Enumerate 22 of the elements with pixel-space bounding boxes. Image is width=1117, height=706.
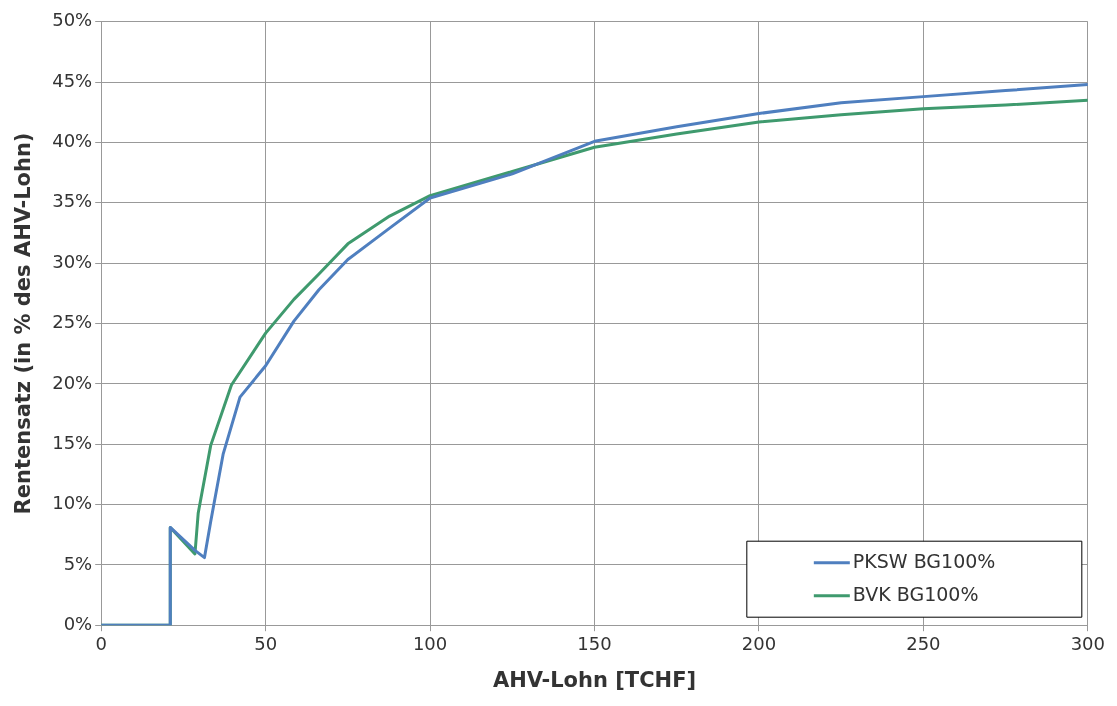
- x-tick-label: 200: [741, 632, 777, 654]
- x-tick-label: 300: [1070, 632, 1105, 654]
- y-tick-label: 50%: [52, 9, 93, 31]
- legend-label: BVK BG100%: [852, 582, 979, 605]
- x-tick-label: 50: [254, 632, 278, 654]
- legend-label: PKSW BG100%: [852, 549, 996, 572]
- x-tick-label: 0: [95, 632, 107, 654]
- y-tick-label: 30%: [52, 250, 93, 272]
- y-tick-label: 20%: [52, 371, 93, 393]
- y-tick-label: 15%: [52, 431, 93, 453]
- y-tick-label: 40%: [52, 130, 93, 152]
- y-tick-label: 35%: [52, 190, 93, 212]
- y-tick-label: 10%: [52, 492, 93, 514]
- y-tick-label: 0%: [63, 612, 93, 634]
- x-axis-title: AHV-Lohn [TCHF]: [492, 667, 697, 692]
- y-axis-title: Rentensatz (in % des AHV-Lohn): [11, 132, 36, 515]
- y-tick-label: 5%: [63, 552, 93, 574]
- y-tick-label: 45%: [52, 69, 93, 91]
- x-tick-label: 150: [577, 632, 612, 654]
- x-tick-label: 250: [906, 632, 941, 654]
- x-tick-label: 100: [412, 632, 448, 654]
- y-tick-label: 25%: [52, 311, 93, 333]
